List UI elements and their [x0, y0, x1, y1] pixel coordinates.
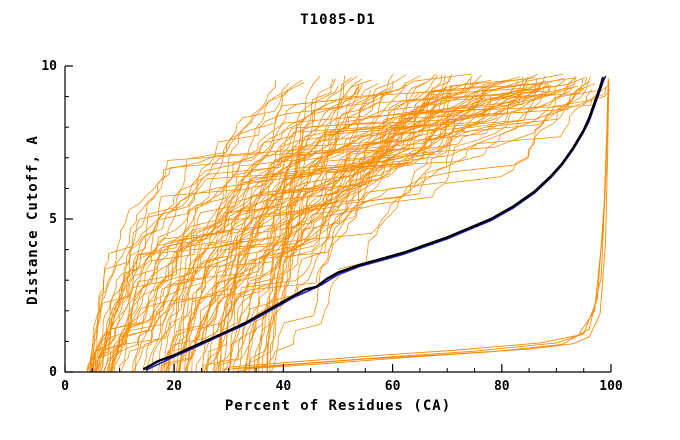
y-tick-label: 0 — [49, 365, 57, 380]
ensemble-curve — [248, 75, 482, 373]
ensemble-curve — [257, 89, 398, 373]
ensemble-curve — [245, 75, 346, 373]
ensemble-curve — [215, 86, 358, 373]
ensemble-curve — [103, 80, 303, 373]
ensemble-curve — [202, 87, 433, 373]
best-model-black — [143, 77, 604, 371]
ensemble-curve — [110, 85, 552, 373]
ensemble-curve — [142, 77, 352, 373]
ensemble-curve — [151, 87, 543, 373]
ensemble-curve — [91, 76, 576, 373]
ensemble-curve — [270, 75, 546, 373]
x-axis-label: Percent of Residues (CA) — [224, 398, 452, 414]
x-tick-label: 80 — [494, 379, 510, 394]
low-rmsd-model-3 — [244, 83, 609, 370]
ensemble-curve — [91, 73, 564, 373]
ensemble-curve — [234, 83, 595, 373]
x-tick-label: 60 — [385, 379, 401, 394]
ensemble-curve — [266, 74, 446, 373]
x-tick-label: 100 — [599, 379, 623, 394]
ensemble-curve — [206, 87, 485, 373]
ensemble-curve — [86, 75, 473, 373]
ensemble-curve — [267, 78, 334, 373]
ensemble-curve — [248, 73, 452, 373]
x-tick-label: 0 — [61, 379, 69, 394]
ensemble-curve — [167, 85, 453, 373]
low-rmsd-model-4 — [228, 77, 609, 368]
ensemble-curve — [202, 74, 442, 373]
ensemble-curve — [99, 82, 407, 373]
ensemble-curve — [93, 81, 543, 373]
ensemble-curve — [95, 78, 526, 373]
ensemble-curve — [217, 87, 573, 373]
ensemble-curve — [232, 88, 584, 373]
ensemble-curve — [168, 89, 288, 373]
ensemble-curve — [95, 83, 467, 373]
ensemble-curve — [203, 84, 610, 373]
ensemble-curve — [178, 76, 524, 373]
ensemble-curve — [109, 85, 578, 373]
ensemble-curve — [244, 75, 438, 373]
ensemble-curve — [132, 83, 550, 373]
ensemble-curve — [89, 78, 362, 373]
chart-title: T1085-D1 — [300, 12, 376, 28]
ensemble-curve — [120, 74, 394, 373]
ensemble-curve — [88, 82, 305, 373]
ensemble-curve — [163, 77, 564, 373]
ensemble-curve — [110, 77, 576, 373]
ensemble-curve — [161, 76, 451, 373]
ensemble-curve — [184, 88, 611, 373]
ensemble-curve — [97, 81, 590, 373]
ensemble-curve — [111, 81, 529, 373]
ensemble-curve — [93, 76, 604, 373]
ensemble-curve — [186, 75, 421, 373]
ensemble-curve — [166, 87, 544, 373]
ensemble-curve — [178, 78, 471, 373]
curve-layer — [86, 73, 611, 373]
low-rmsd-model-2 — [233, 79, 609, 369]
x-tick-label: 20 — [166, 379, 182, 394]
ensemble-curve — [89, 87, 447, 373]
x-tick-label: 40 — [276, 379, 292, 394]
y-tick-label: 5 — [49, 212, 57, 227]
ensemble-curve — [90, 73, 538, 373]
y-tick-label: 10 — [41, 59, 57, 74]
